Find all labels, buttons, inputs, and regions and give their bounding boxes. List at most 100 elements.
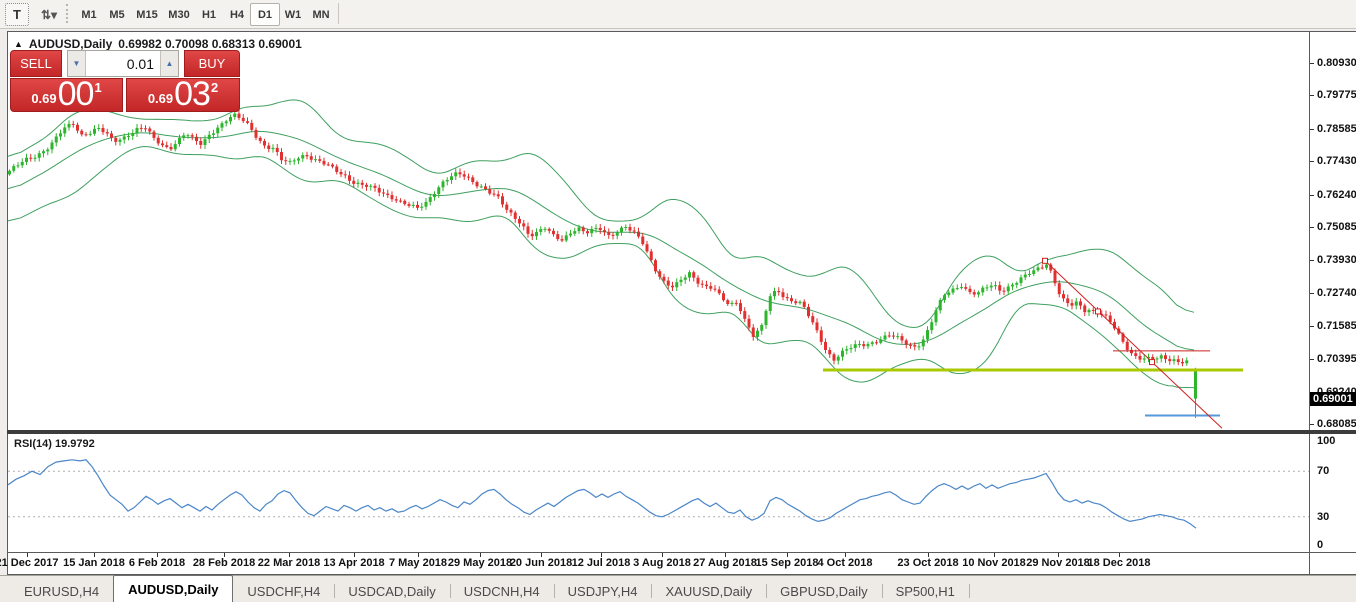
price-axis-tick bbox=[1310, 161, 1314, 162]
date-axis-label: 22 Mar 2018 bbox=[257, 557, 321, 569]
date-axis-label: 13 Apr 2018 bbox=[323, 557, 385, 569]
timeframe-button-m1[interactable]: M1 bbox=[81, 8, 97, 21]
date-axis-tick bbox=[289, 553, 290, 557]
date-axis-label: 29 May 2018 bbox=[447, 557, 513, 569]
one-click-panel-collapse-icon[interactable]: ▲ bbox=[14, 39, 23, 49]
date-axis-tick bbox=[787, 553, 788, 557]
price-axis-label: 0.68085 bbox=[1317, 418, 1356, 431]
volume-stepper: ▼ ▲ bbox=[67, 50, 179, 77]
toolbar: T ⇅ ▾ M1 M5 M15 M30 H1 H4 D1 W1 MN bbox=[0, 0, 1356, 29]
date-axis-label: 28 Feb 2018 bbox=[192, 557, 256, 569]
chart-tab-audusd-daily[interactable]: AUDUSD,Daily bbox=[113, 575, 234, 602]
chart-tab-usdjpy-h4[interactable]: USDJPY,H4 bbox=[554, 580, 653, 602]
timeframe-button-m15[interactable]: M15 bbox=[136, 8, 158, 21]
price-axis-tick bbox=[1310, 326, 1314, 327]
sell-price-display[interactable]: 0.69 00 1 bbox=[10, 75, 123, 113]
toolbar-grip[interactable] bbox=[66, 4, 71, 23]
date-axis-label: 3 Aug 2018 bbox=[633, 557, 691, 569]
chart-tab-sp500-h1[interactable]: SP500,H1 bbox=[882, 580, 970, 602]
price-axis-label: 0.78585 bbox=[1317, 122, 1356, 135]
timeframe-button-d1[interactable]: D1 bbox=[250, 3, 280, 26]
red-trendline[interactable] bbox=[1044, 260, 1223, 429]
timeframe-button-w1[interactable]: W1 bbox=[284, 8, 302, 21]
volume-input[interactable] bbox=[86, 51, 160, 76]
price-axis-tick bbox=[1310, 227, 1314, 228]
chevron-down-icon: ▾ bbox=[51, 7, 58, 22]
chart-title: ▲ AUDUSD,Daily 0.69982 0.70098 0.68313 0… bbox=[14, 37, 302, 51]
sell-price-big-digits: 00 bbox=[57, 75, 95, 113]
timeframe-button-mn[interactable]: MN bbox=[312, 8, 330, 21]
volume-decrease-button[interactable]: ▼ bbox=[68, 51, 86, 76]
bollinger-lower-band bbox=[8, 145, 1195, 389]
current-price-tag: 0.69001 bbox=[1310, 392, 1356, 406]
volume-increase-button[interactable]: ▲ bbox=[160, 51, 178, 76]
toolbar-separator bbox=[338, 3, 339, 24]
price-axis-tick bbox=[1310, 293, 1314, 294]
chart-ohlc-values: 0.69982 0.70098 0.68313 0.69001 bbox=[118, 37, 302, 51]
trendline-handle[interactable] bbox=[1042, 257, 1048, 264]
date-axis-tick bbox=[224, 553, 225, 557]
bollinger-upper-band bbox=[8, 99, 1195, 329]
date-axis-tick bbox=[480, 553, 481, 557]
buy-price-pip-digit: 2 bbox=[210, 80, 219, 95]
timeframe-button-m5[interactable]: M5 bbox=[109, 8, 125, 21]
date-axis-tick bbox=[725, 553, 726, 557]
date-axis-tick bbox=[27, 553, 28, 557]
date-axis-label: 15 Sep 2018 bbox=[755, 557, 819, 569]
chart-tab-xauusd-daily[interactable]: XAUUSD,Daily bbox=[651, 580, 768, 602]
date-axis-tick bbox=[928, 553, 929, 557]
price-axis-tick bbox=[1310, 129, 1314, 130]
date-axis-tick bbox=[845, 553, 846, 557]
date-axis-label: 4 Oct 2018 bbox=[817, 557, 873, 569]
chart-tab-usdchf-h4[interactable]: USDCHF,H4 bbox=[233, 580, 336, 602]
chart-tab-eurusd-h4[interactable]: EURUSD,H4 bbox=[10, 580, 115, 602]
rsi-axis-label: 70 bbox=[1317, 465, 1330, 478]
date-axis-label: 6 Feb 2018 bbox=[128, 557, 186, 569]
rsi-indicator-label: RSI(14) 19.9792 bbox=[14, 438, 95, 450]
price-axis-tick bbox=[1310, 260, 1314, 261]
text-tool-button[interactable]: T bbox=[5, 3, 29, 26]
date-axis-label: 18 Dec 2018 bbox=[1087, 557, 1151, 569]
pane-splitter[interactable] bbox=[7, 430, 1356, 434]
date-axis-tick bbox=[157, 553, 158, 557]
timeframe-button-h4[interactable]: H4 bbox=[229, 8, 245, 21]
date-axis-label: 20 Jun 2018 bbox=[509, 557, 573, 569]
chart-tab-usdcad-daily[interactable]: USDCAD,Daily bbox=[334, 580, 451, 602]
price-axis-label: 0.76240 bbox=[1317, 188, 1356, 201]
rsi-indicator-pane bbox=[8, 459, 1309, 529]
price-axis-tick bbox=[1310, 63, 1314, 64]
date-axis-label: 21 Dec 2017 bbox=[0, 557, 59, 569]
one-click-trade-panel: SELL ▼ ▲ BUY 0.69 00 1 0.69 03 2 bbox=[10, 50, 240, 112]
timeframe-button-h1[interactable]: H1 bbox=[201, 8, 217, 21]
chart-symbol-label: AUDUSD,Daily bbox=[28, 37, 113, 51]
candlesticks bbox=[8, 109, 1197, 418]
rsi-axis-label: 0 bbox=[1317, 539, 1324, 551]
price-chart-pane bbox=[8, 99, 1243, 429]
date-axis-tick bbox=[418, 553, 419, 557]
timeframe-button-m30[interactable]: M30 bbox=[168, 8, 190, 21]
date-axis-tick bbox=[1119, 553, 1120, 557]
buy-price-display[interactable]: 0.69 03 2 bbox=[126, 75, 240, 113]
arrange-windows-button[interactable]: ⇅ ▾ bbox=[33, 3, 65, 26]
price-axis-tick bbox=[1310, 359, 1314, 360]
bollinger-middle-band bbox=[8, 130, 1195, 351]
date-axis-tick bbox=[994, 553, 995, 557]
chart-area bbox=[7, 31, 1356, 575]
sell-price-pip-digit: 1 bbox=[94, 80, 102, 95]
buy-button[interactable]: BUY bbox=[184, 50, 240, 77]
date-axis-tick bbox=[94, 553, 95, 557]
buy-price-big-digits: 03 bbox=[174, 75, 211, 113]
date-axis-label: 15 Jan 2018 bbox=[63, 557, 125, 569]
chart-tab-gbpusd-daily[interactable]: GBPUSD,Daily bbox=[766, 580, 883, 602]
trendline-handle[interactable] bbox=[1095, 308, 1101, 315]
price-axis-label: 0.73930 bbox=[1317, 253, 1356, 266]
date-axis-label: 27 Aug 2018 bbox=[693, 557, 757, 569]
trendline-handle[interactable] bbox=[1149, 359, 1155, 366]
date-axis-label: 23 Oct 2018 bbox=[897, 557, 959, 569]
rsi-axis-label: 30 bbox=[1317, 510, 1330, 523]
price-axis-tick bbox=[1310, 195, 1314, 196]
sell-button[interactable]: SELL bbox=[10, 50, 62, 77]
date-axis-tick bbox=[601, 553, 602, 557]
chart-tab-usdcnh-h4[interactable]: USDCNH,H4 bbox=[450, 580, 555, 602]
